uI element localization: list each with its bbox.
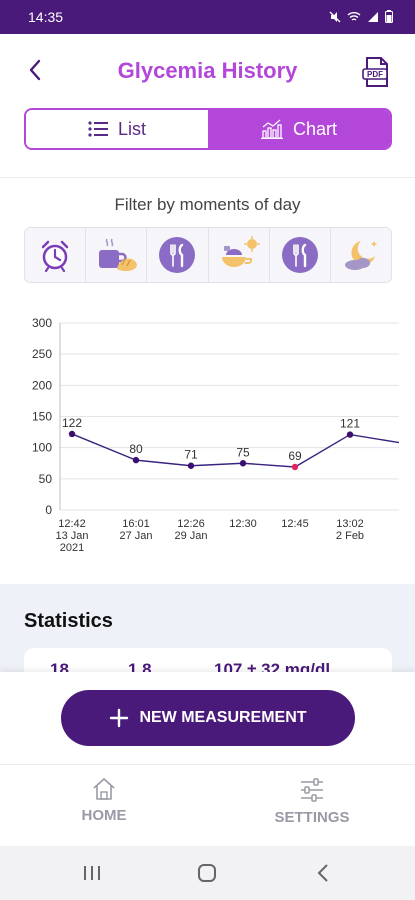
export-pdf-button[interactable]: PDF <box>361 56 393 88</box>
filter-lunch[interactable] <box>147 228 209 282</box>
x-tick-label: 12:45 <box>281 518 309 530</box>
home-icon <box>93 778 115 800</box>
x-tick-label: 13 Jan <box>55 530 88 542</box>
filter-wakeup[interactable] <box>25 228 87 282</box>
new-measurement-button[interactable]: NEW MEASUREMENT <box>61 690 355 746</box>
x-tick-label: 29 Jan <box>174 530 207 542</box>
data-point <box>132 456 140 464</box>
y-tick-label: 250 <box>32 347 52 361</box>
data-point <box>291 463 299 471</box>
statistics-title: Statistics <box>24 610 113 632</box>
x-tick-label: 12:42 <box>58 518 86 530</box>
mute-icon <box>329 10 341 28</box>
new-measurement-label: NEW MEASUREMENT <box>139 709 307 726</box>
signal-icon <box>367 10 379 28</box>
nav-home-label: HOME <box>81 807 127 824</box>
x-tick-label: 12:30 <box>229 518 257 530</box>
back-button[interactable] <box>22 56 50 84</box>
recent-apps-icon <box>84 866 100 880</box>
data-label: 69 <box>288 449 302 463</box>
sliders-icon <box>301 778 323 802</box>
y-tick-label: 100 <box>32 441 52 455</box>
y-tick-label: 200 <box>32 378 52 392</box>
system-back-button[interactable] <box>312 861 336 885</box>
page-title: Glycemia History <box>117 58 298 83</box>
chevron-left-icon <box>29 59 41 81</box>
status-bar: 14:35 <box>0 0 415 34</box>
pdf-label: PDF <box>367 70 383 79</box>
data-label: 75 <box>236 445 250 459</box>
wifi-icon <box>347 10 361 28</box>
filter-breakfast[interactable] <box>86 228 148 282</box>
y-tick-label: 150 <box>32 410 52 424</box>
view-toggle: List Chart <box>24 108 392 150</box>
x-tick-label: 13:02 <box>336 518 364 530</box>
x-tick-label: 12:26 <box>177 518 205 530</box>
data-point <box>239 460 247 467</box>
x-tick-label: 2021 <box>60 542 84 554</box>
statistics-section: Statistics 18 1.8 107 ± 32 mg/dl <box>0 584 415 688</box>
recent-apps-button[interactable] <box>80 861 104 885</box>
action-bar: NEW MEASUREMENT <box>0 672 415 764</box>
nav-settings-label: SETTINGS <box>274 809 350 826</box>
battery-icon <box>385 10 393 28</box>
moment-filter <box>24 227 392 283</box>
home-square-icon <box>198 864 216 882</box>
tab-list-label: List <box>117 118 146 139</box>
chart-content: Filter by moments of day <box>0 178 415 584</box>
alarm-clock-icon <box>41 240 69 272</box>
data-point <box>187 462 195 469</box>
home-system-button[interactable] <box>195 861 219 885</box>
data-point <box>346 431 354 438</box>
nav-settings[interactable]: SETTINGS <box>242 777 382 826</box>
x-tick-label: 16:01 <box>122 518 150 530</box>
chart-icon <box>260 119 283 139</box>
data-label: 122 <box>62 416 82 430</box>
bottom-navigation: HOME SETTINGS <box>0 764 415 846</box>
data-label: 121 <box>340 417 360 431</box>
dinner-cutlery-icon <box>281 237 318 273</box>
status-time: 14:35 <box>28 9 64 25</box>
tab-chart[interactable]: Chart <box>208 110 390 148</box>
pdf-icon: PDF <box>362 57 388 87</box>
afternoon-snack-icon <box>221 236 260 267</box>
nav-home[interactable]: HOME <box>34 777 174 824</box>
filter-snack[interactable] <box>209 228 270 282</box>
data-label: 80 <box>129 442 143 456</box>
data-label: 71 <box>184 448 198 462</box>
y-tick-label: 0 <box>45 503 52 517</box>
filter-dinner[interactable] <box>270 228 331 282</box>
x-tick-label: 2 Feb <box>336 530 364 542</box>
y-tick-label: 50 <box>39 472 53 486</box>
status-icons <box>329 10 393 28</box>
lunch-cutlery-icon <box>159 237 196 273</box>
breakfast-icon <box>99 238 138 272</box>
data-point <box>68 430 76 438</box>
night-moon-icon <box>344 241 377 270</box>
filter-night[interactable] <box>331 228 391 282</box>
back-arrow-icon <box>317 864 328 882</box>
y-tick-label: 300 <box>32 316 52 330</box>
tab-list[interactable]: List <box>26 110 208 148</box>
app-header: Glycemia History PDF List <box>0 34 415 178</box>
x-tick-label: 27 Jan <box>119 530 152 542</box>
tab-chart-label: Chart <box>292 118 337 139</box>
plus-icon <box>110 708 129 728</box>
system-navigation-bar <box>0 846 415 900</box>
filter-label: Filter by moments of day <box>114 195 301 214</box>
list-icon <box>88 121 108 137</box>
